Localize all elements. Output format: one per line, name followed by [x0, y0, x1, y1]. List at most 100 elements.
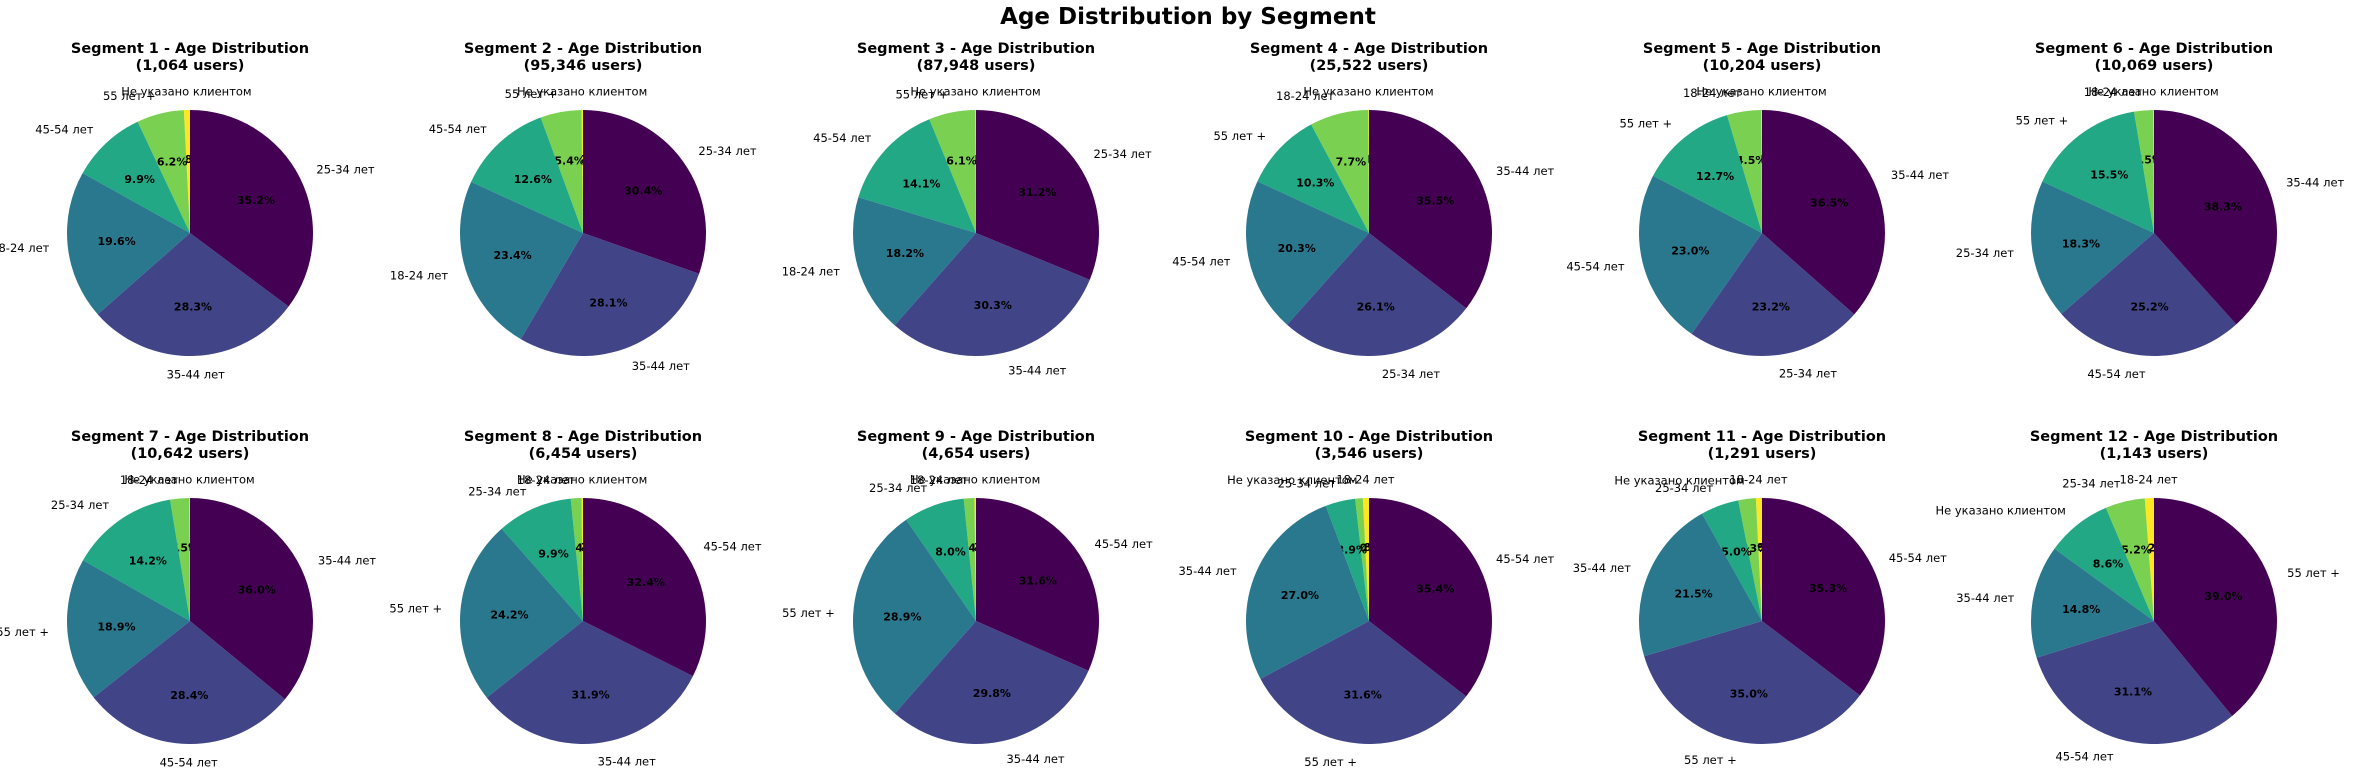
- slice-percent-label: 8.0%: [935, 546, 966, 559]
- slice-percent-label: 35.3%: [1809, 582, 1847, 595]
- pie-slice: [183, 110, 190, 233]
- slice-label: 45-54 лет: [703, 540, 761, 554]
- chart-subtitle: (6,454 users): [529, 446, 638, 462]
- slice-label: 35-44 лет: [1891, 168, 1949, 182]
- slice-percent-label: 15.5%: [2090, 168, 2128, 181]
- slice-percent-label: 31.2%: [1018, 186, 1056, 199]
- pie-slice: [1702, 500, 1762, 621]
- pie-chart-segment-6: Segment 6 - Age Distribution(10,069 user…: [1956, 41, 2345, 381]
- pie-slice: [459, 528, 583, 698]
- pie-slice: [1755, 498, 1762, 621]
- slice-percent-label: 31.9%: [572, 688, 610, 701]
- slice-percent-label: 9.9%: [538, 547, 569, 560]
- pie-slice: [1257, 124, 1369, 233]
- chart-title: Segment 6 - Age Distribution: [2035, 41, 2273, 57]
- slice-percent-label: 14.8%: [2062, 603, 2100, 616]
- slice-label: 18-24 лет: [390, 269, 448, 283]
- pie-slice: [858, 119, 976, 233]
- pie-slice: [2031, 181, 2154, 314]
- chart-subtitle: (95,346 users): [524, 58, 643, 74]
- pie-slice: [1362, 498, 1369, 621]
- slice-label: 35-44 лет: [1006, 752, 1064, 766]
- slice-percent-label: 18.9%: [97, 621, 135, 634]
- slice-percent-label: 38.3%: [2204, 201, 2242, 214]
- pie-slice: [1762, 110, 1885, 315]
- slice-label: Не указано клиентом: [517, 85, 647, 99]
- slice-label: 18-24 лет: [0, 241, 50, 255]
- pie-slice: [853, 197, 976, 326]
- pie-slice: [170, 498, 190, 621]
- pie-slice: [1311, 110, 1369, 233]
- pie-slice: [583, 109, 706, 274]
- slice-label: 55 лет +: [0, 625, 49, 639]
- pie-slice: [82, 121, 190, 233]
- slice-percent-label: 20.3%: [1278, 242, 1316, 255]
- slice-label: 55 лет +: [389, 602, 442, 616]
- chart-title: Segment 12 - Age Distribution: [2030, 429, 2278, 445]
- slice-percent-label: 35.4%: [1416, 583, 1454, 596]
- slice-label: Не указано клиентом: [121, 85, 251, 99]
- pie-slice: [520, 233, 700, 356]
- figure-title: Age Distribution by Segment: [1000, 4, 1376, 30]
- pie-slice: [581, 110, 583, 233]
- chart-title: Segment 4 - Age Distribution: [1250, 41, 1488, 57]
- slice-label: 35-44 лет: [1956, 591, 2014, 605]
- slice-label: 45-54 лет: [35, 123, 93, 137]
- slice-label: 55 лет +: [1684, 753, 1737, 767]
- chart-subtitle: (10,069 users): [2095, 58, 2214, 74]
- pie-chart-segment-7: Segment 7 - Age Distribution(10,642 user…: [0, 429, 376, 769]
- slice-label: 55 лет +: [103, 89, 156, 103]
- slice-label: 25-34 лет: [51, 498, 109, 512]
- slice-percent-label: 35.5%: [1416, 195, 1454, 208]
- chart-subtitle: (1,143 users): [2100, 446, 2209, 462]
- slice-label: 35-44 лет: [1008, 364, 1066, 378]
- slice-percent-label: 5.2%: [2121, 543, 2152, 556]
- pie-slice: [2105, 498, 2154, 621]
- slice-label: 35-44 лет: [2286, 175, 2344, 189]
- slice-percent-label: 28.9%: [883, 611, 921, 624]
- pie-slice: [2031, 548, 2154, 658]
- slice-percent-label: 18.2%: [886, 247, 924, 260]
- pie-slice: [2133, 110, 2154, 233]
- slice-percent-label: 3.9%: [1336, 543, 1367, 556]
- pie-slice: [1762, 498, 1885, 696]
- chart-subtitle: (1,291 users): [1708, 446, 1817, 462]
- slice-percent-label: 36.5%: [1810, 197, 1848, 210]
- chart-title: Segment 5 - Age Distribution: [1643, 41, 1881, 57]
- pie-slice: [894, 233, 1090, 357]
- pie-slice: [894, 621, 1089, 744]
- slice-label: 45-54 лет: [2087, 367, 2145, 381]
- chart-title: Segment 9 - Age Distribution: [857, 429, 1095, 445]
- pie-slice: [1761, 110, 1762, 233]
- pie-chart-segment-9: Segment 9 - Age Distribution(4,654 users…: [782, 429, 1153, 766]
- chart-title: Segment 1 - Age Distribution: [71, 41, 309, 57]
- slice-percent-label: 8.6%: [2093, 557, 2124, 570]
- pie-slice: [570, 498, 583, 621]
- slice-percent-label: 28.1%: [589, 296, 627, 309]
- pie-slice: [1287, 233, 1467, 356]
- pie-slice: [581, 498, 583, 621]
- slice-label: 25-34 лет: [1278, 476, 1336, 490]
- slice-label: 35-44 лет: [632, 359, 690, 373]
- pie-slice: [83, 499, 190, 621]
- slice-percent-label: 5.0%: [1721, 546, 1752, 559]
- slice-label: Не указано клиентом: [517, 473, 647, 487]
- slice-label: Не указано клиентом: [1227, 473, 1357, 487]
- slice-label: 18-24 лет: [120, 473, 178, 487]
- pie-slice: [1644, 621, 1860, 744]
- slice-label: 25-34 лет: [1093, 147, 1151, 161]
- slice-label: Не указано клиентом: [124, 473, 254, 487]
- chart-subtitle: (25,522 users): [1310, 58, 1429, 74]
- slice-percent-label: 23.4%: [494, 249, 532, 262]
- slice-percent-label: 14.2%: [129, 554, 167, 567]
- slice-label: 45-54 лет: [2055, 750, 2113, 764]
- pie-slice: [2144, 498, 2154, 621]
- pie-slice: [1368, 110, 1369, 233]
- slice-label: Не указано клиентом: [910, 85, 1040, 99]
- pie-slice: [1369, 110, 1492, 309]
- pie-slice: [1355, 498, 1369, 621]
- slice-percent-label: 30.3%: [974, 299, 1012, 312]
- pie-slice: [2036, 621, 2233, 744]
- slice-percent-label: 5.4%: [554, 154, 585, 167]
